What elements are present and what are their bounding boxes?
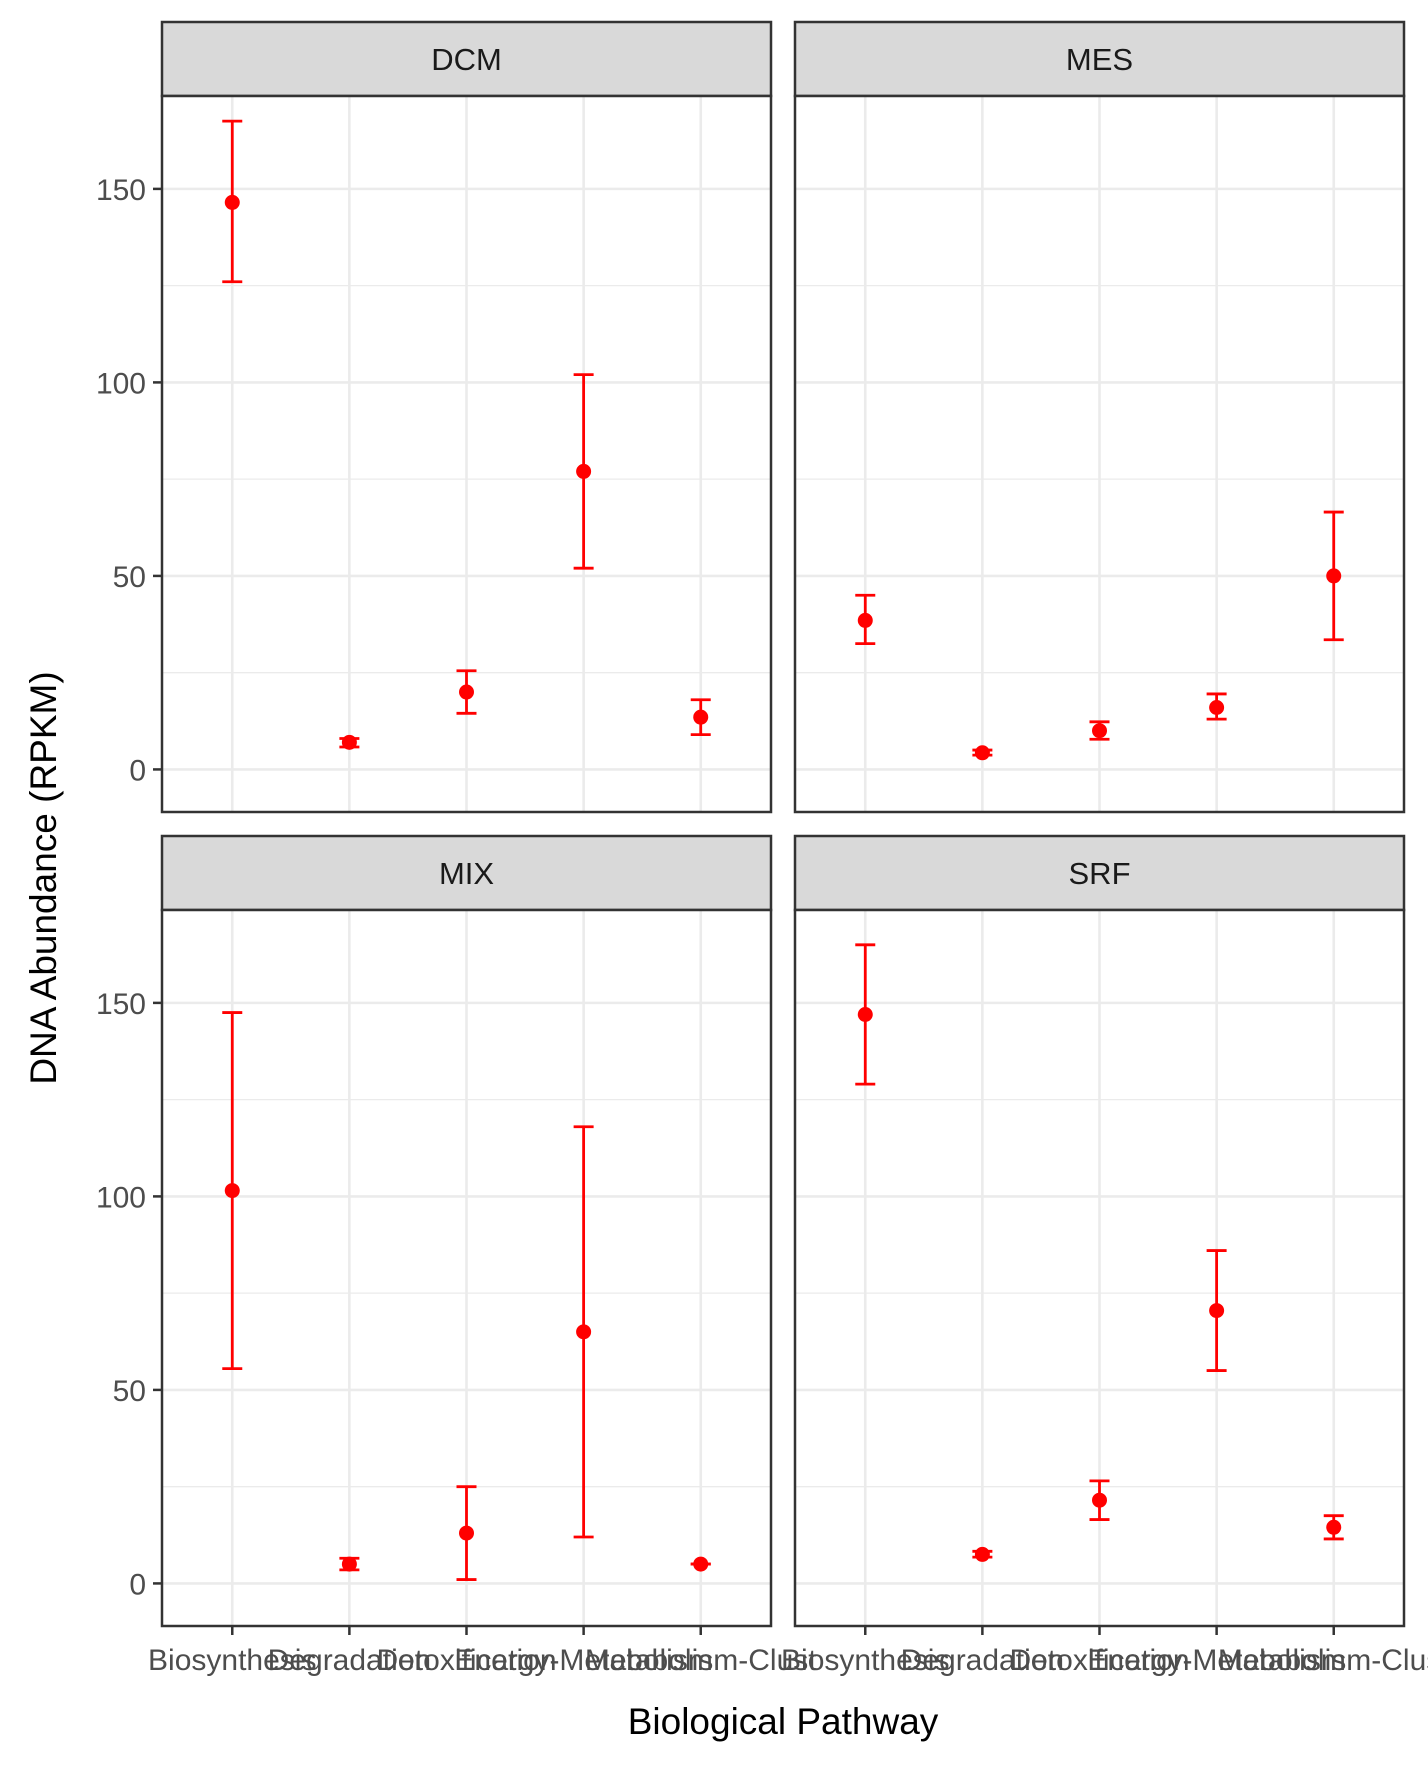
facet-mix: MIX	[160, 834, 773, 1628]
data-point-mes-0	[855, 593, 876, 646]
x-tick-label: Degradation	[901, 1644, 1064, 1677]
y-tick-label: 50	[113, 1375, 146, 1408]
facet-strip-label: SRF	[1069, 856, 1131, 891]
point-marker	[224, 1183, 240, 1199]
facet-strip	[160, 20, 773, 98]
data-point-mix-4	[690, 1556, 711, 1572]
data-point-dcm-3	[573, 373, 594, 570]
data-point-dcm-4	[690, 698, 711, 736]
data-point-mes-4	[1323, 510, 1344, 642]
y-tick-label: 0	[129, 1568, 146, 1601]
data-point-mes-3	[1206, 692, 1227, 721]
data-point-srf-1	[972, 1546, 993, 1562]
data-point-mes-2	[1089, 720, 1110, 741]
panel-border	[793, 94, 1406, 814]
y-axis-ticks: 0 50 100 150 0 50 100 150	[96, 174, 162, 1601]
point-marker	[1326, 1519, 1342, 1535]
data-point-mix-1	[339, 1556, 360, 1572]
point-marker	[857, 1006, 873, 1022]
point-marker	[974, 745, 990, 761]
x-tick-label: Biosynthesis	[781, 1644, 949, 1677]
data-point-dcm-2	[456, 669, 477, 715]
point-marker	[341, 1556, 357, 1572]
data-point-mix-2	[456, 1485, 477, 1581]
y-tick-label: 100	[96, 367, 146, 400]
data-point-srf-2	[1089, 1479, 1110, 1521]
point-marker	[1209, 1303, 1225, 1319]
y-tick-label: 150	[96, 988, 146, 1021]
facet-strip	[160, 834, 773, 912]
x-tick-label: Energy-Metabolism	[1087, 1644, 1345, 1677]
point-marker	[1326, 568, 1342, 584]
facet-strip	[793, 20, 1406, 98]
point-marker	[1092, 723, 1107, 739]
point-marker	[857, 612, 873, 628]
point-marker	[693, 1556, 709, 1572]
x-tick-label: Degradation	[268, 1644, 431, 1677]
point-marker	[341, 734, 357, 750]
x-axis-title: Biological Pathway	[628, 1701, 939, 1742]
point-marker	[576, 463, 592, 479]
point-marker	[1092, 1492, 1107, 1508]
point-marker	[1209, 700, 1225, 716]
facet-mes: MES	[793, 20, 1406, 814]
data-point-mix-0	[222, 1011, 243, 1371]
facet-strip-label: DCM	[431, 42, 502, 77]
point-marker	[459, 1525, 474, 1541]
y-tick-label: 100	[96, 1181, 146, 1214]
facet-dcm: DCM	[160, 20, 773, 814]
x-tick-label: Metabolism-Clust	[1218, 1644, 1428, 1677]
point-marker	[693, 709, 709, 725]
data-point-srf-3	[1206, 1249, 1227, 1372]
data-point-srf-4	[1323, 1514, 1344, 1541]
x-tick-label: Metabolism-Clust	[585, 1644, 817, 1677]
point-marker	[974, 1546, 990, 1562]
point-marker	[576, 1324, 592, 1340]
data-point-mes-1	[972, 745, 993, 761]
point-marker	[224, 194, 240, 210]
facet-strip-label: MES	[1066, 42, 1133, 77]
y-tick-label: 150	[96, 174, 146, 207]
data-point-dcm-0	[222, 119, 243, 284]
data-point-dcm-1	[339, 734, 360, 750]
facet-srf: SRF	[793, 834, 1406, 1628]
facet-panels: DCM MES MIX SRF	[160, 20, 1406, 1628]
data-point-srf-0	[855, 943, 876, 1086]
facet-strip-label: MIX	[439, 856, 494, 891]
x-tick-label: Detoxification	[1009, 1644, 1189, 1677]
y-axis-title: DNA Abundance (RPKM)	[23, 671, 64, 1084]
panel-border	[160, 94, 773, 814]
y-tick-label: 0	[129, 754, 146, 787]
x-tick-label: Biosynthesis	[148, 1644, 316, 1677]
x-tick-label: Energy-Metabolism	[454, 1644, 712, 1677]
y-tick-label: 50	[113, 561, 146, 594]
x-axis-ticks: BiosynthesisDegradationDetoxificationEne…	[148, 1626, 1428, 1677]
data-point-mix-3	[573, 1125, 594, 1539]
point-marker	[459, 684, 474, 700]
x-tick-label: Detoxification	[376, 1644, 556, 1677]
